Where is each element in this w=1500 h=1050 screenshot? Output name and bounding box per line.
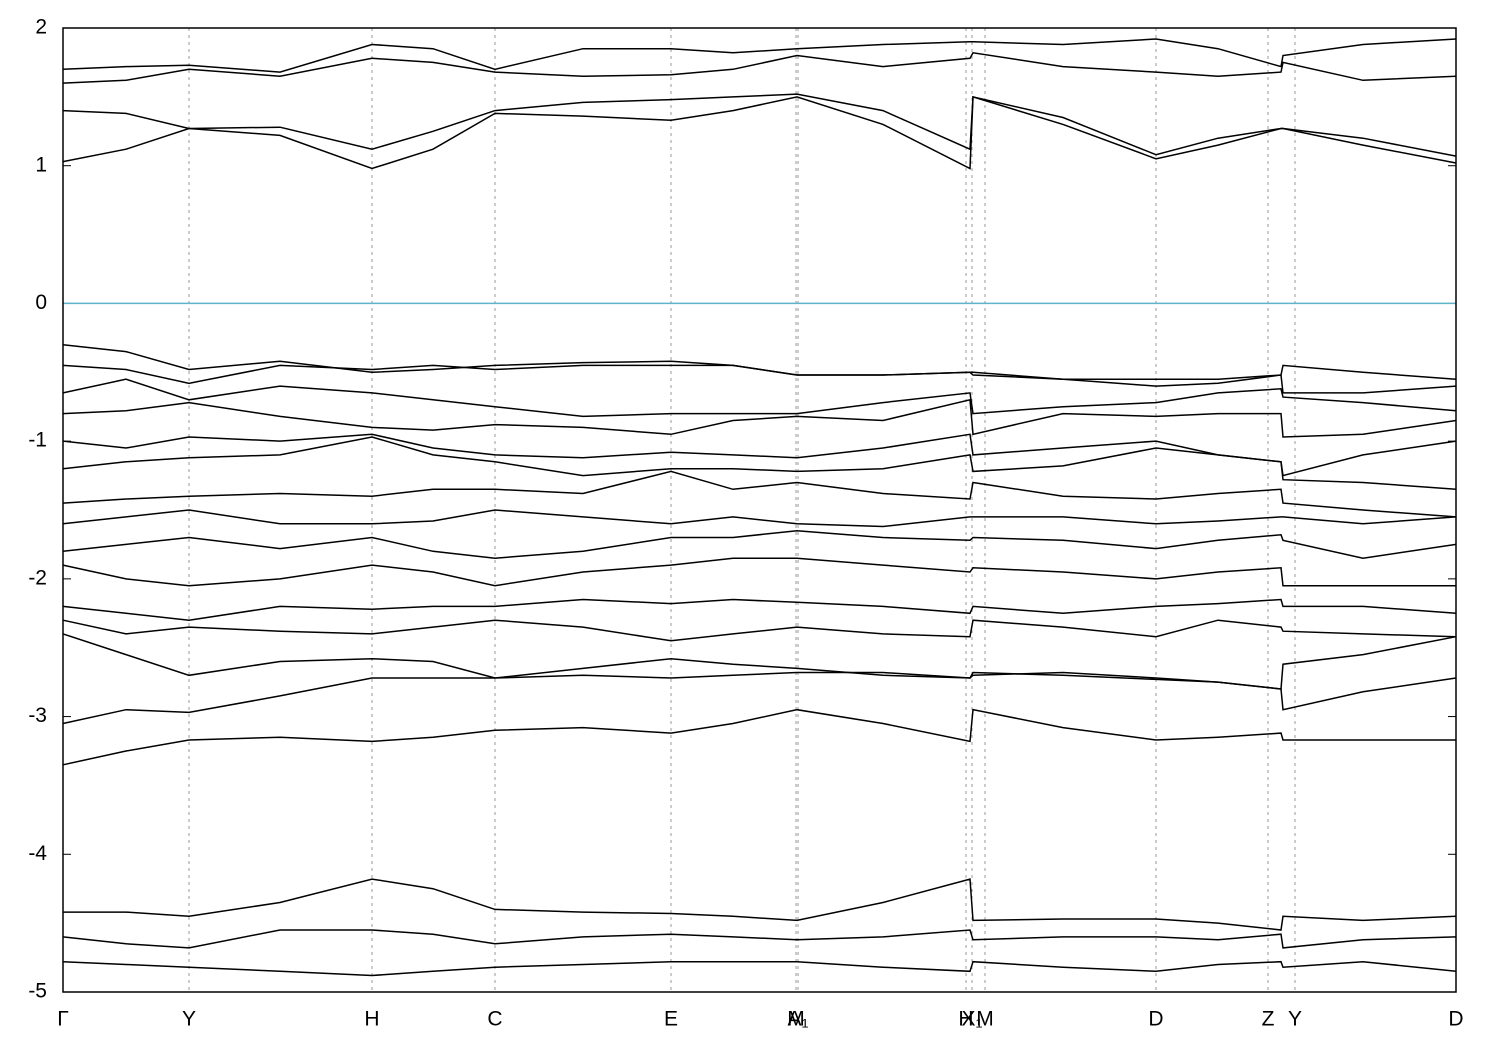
band-line <box>62 708 1456 766</box>
x-tick-label: H <box>364 1008 379 1031</box>
band-line <box>62 960 1457 977</box>
band-line <box>62 529 1457 559</box>
y-tick-label: 1 <box>35 153 47 176</box>
x-tick-label: E <box>664 1008 678 1031</box>
x-tick-label: X₁ <box>961 1008 982 1031</box>
x-tick-label: Y <box>182 1008 196 1031</box>
band-line <box>62 619 1457 642</box>
x-tick-label: Γ <box>57 1008 69 1031</box>
band-line <box>62 598 1457 621</box>
band-line <box>62 470 1457 518</box>
band-line <box>62 51 1457 84</box>
y-tick-label: -1 <box>28 429 47 452</box>
band-line <box>63 878 1457 931</box>
x-tick-label: D <box>1448 1008 1463 1031</box>
y-tick-label: -4 <box>28 842 47 865</box>
plot-frame <box>62 27 1457 993</box>
band-line <box>62 364 1457 394</box>
y-tick-label: 2 <box>35 16 47 39</box>
band-line <box>62 378 1457 418</box>
band-line <box>62 509 1457 528</box>
band-line <box>62 38 1457 73</box>
x-tick-label: H <box>958 1008 973 1031</box>
band-line <box>62 398 1457 438</box>
y-tick-label: 0 <box>35 291 47 314</box>
y-tick-label: -5 <box>28 980 47 1003</box>
y-tick-label: -3 <box>28 704 47 727</box>
band-line <box>62 557 1456 587</box>
x-tick-label: C <box>487 1008 502 1031</box>
x-tick-label: A₁ <box>787 1008 808 1031</box>
x-tick-label: Y <box>1288 1008 1302 1031</box>
x-tick-label: Z <box>1262 1008 1275 1031</box>
band-line <box>62 671 1457 725</box>
band-line <box>62 95 1457 170</box>
x-tick-label: D <box>1148 1008 1163 1031</box>
x-tick-label: M <box>976 1008 994 1031</box>
x-tick-label: M <box>787 1008 805 1031</box>
band-line <box>62 436 1457 491</box>
y-tick-label: -2 <box>28 566 47 589</box>
band-line <box>62 93 1457 157</box>
band-line <box>62 929 1457 949</box>
